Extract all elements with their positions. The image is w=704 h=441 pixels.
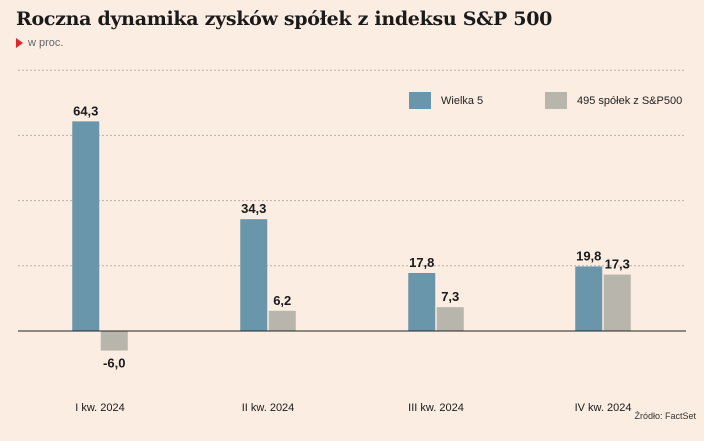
category-label-3: III kw. 2024 [408,402,464,414]
chart-subtitle: w proc. [16,37,63,49]
data-label-s1-3: 17,8 [409,255,434,270]
category-label-4: IV kw. 2024 [575,402,632,414]
data-label-s1-4: 19,8 [576,248,601,263]
data-label-s2-1: -6,0 [103,356,125,371]
legend-item-a: Wielka 5 [409,92,483,109]
bar-s2-4 [603,274,631,331]
legend-swatch-b [545,92,567,109]
bar-s1-4 [575,266,603,331]
source-note: Źródło: FactSet [634,411,696,421]
bar-s1-2 [240,219,268,331]
red-triangle-icon [16,38,23,48]
bar-s1-3 [408,272,436,331]
data-label-s2-2: 6,2 [273,293,291,308]
data-label-s2-3: 7,3 [441,289,459,304]
data-label-s2-4: 17,3 [605,257,630,272]
bar-s2-1 [100,331,128,351]
legend-item-b: 495 spółek z S&P500 [545,92,682,109]
legend-swatch-a [409,92,431,109]
unit-label: w proc. [28,37,64,49]
chart-title: Roczna dynamika zysków spółek z indeksu … [16,8,553,30]
category-label-2: II kw. 2024 [242,402,295,414]
legend-label-b: 495 spółek z S&P500 [577,94,683,107]
bar-s2-3 [436,307,464,331]
category-label-1: I kw. 2024 [75,402,125,414]
data-label-s1-2: 34,3 [241,201,266,216]
bar-s1-1 [72,121,100,331]
data-label-s1-1: 64,3 [73,103,98,118]
legend-label-a: Wielka 5 [441,94,484,107]
bar-s2-2 [268,310,296,331]
